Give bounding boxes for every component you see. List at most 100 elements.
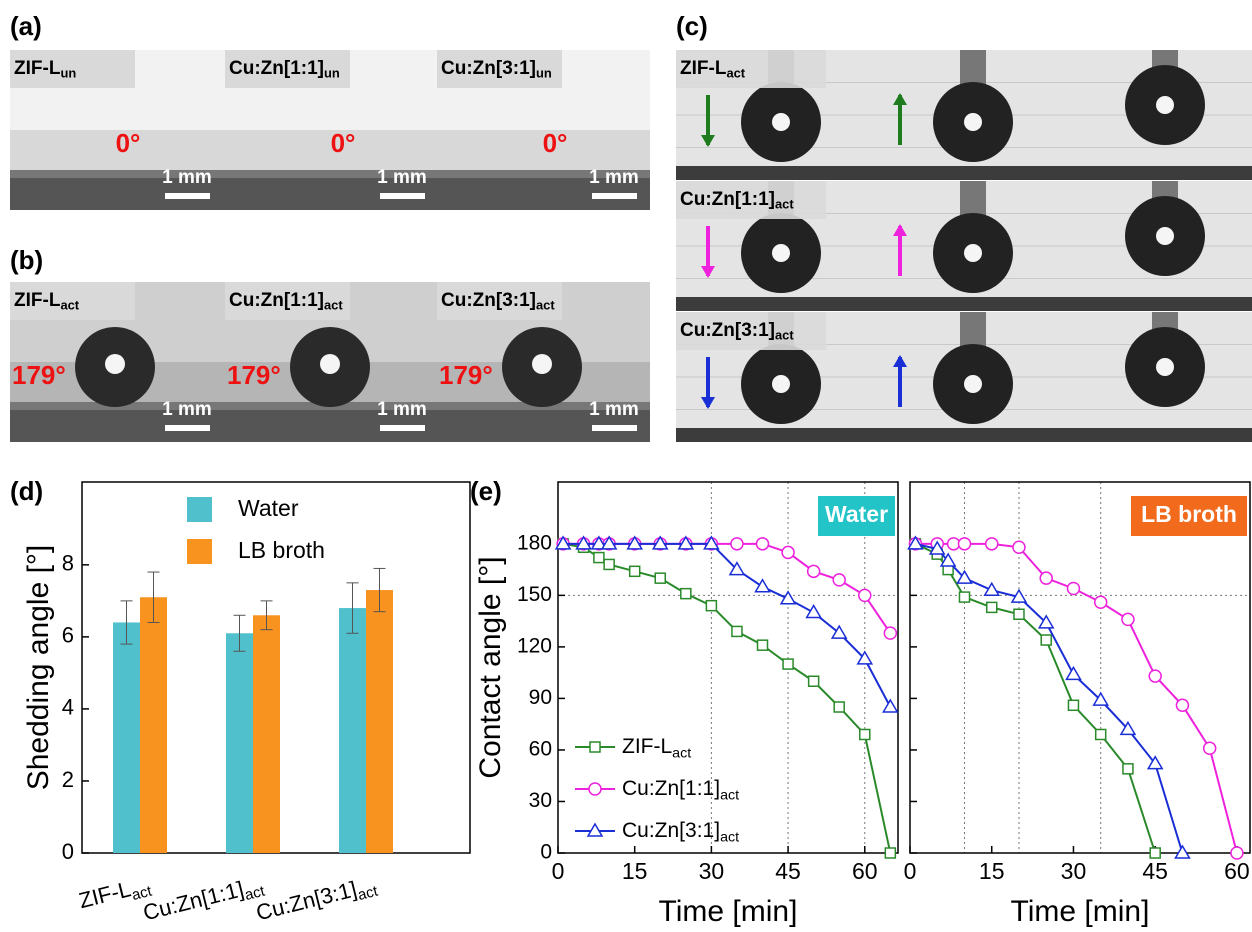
y-tick-label: 30 bbox=[529, 789, 552, 812]
marker bbox=[1065, 665, 1082, 681]
marker bbox=[680, 587, 692, 600]
y-axis-label: Shedding angle [°] bbox=[22, 545, 55, 791]
marker bbox=[1175, 698, 1190, 713]
droplet-glint bbox=[964, 113, 982, 131]
photo-label-base: ZIF-L bbox=[14, 58, 61, 79]
droplet-glint bbox=[105, 354, 125, 374]
substrate bbox=[676, 297, 868, 311]
marker bbox=[1012, 540, 1026, 555]
legend-swatch bbox=[187, 497, 212, 522]
photo-shade bbox=[437, 130, 650, 170]
panel-letter: (d) bbox=[10, 476, 43, 506]
x-tick-label: 60 bbox=[852, 858, 878, 884]
marker bbox=[883, 626, 898, 640]
x-axis-label: Time [min] bbox=[1011, 895, 1150, 928]
substrate-top bbox=[437, 170, 650, 178]
photo-label: Cu:Zn[3:1]act bbox=[441, 290, 555, 313]
marker bbox=[1040, 634, 1052, 646]
line-series bbox=[562, 542, 892, 854]
marker bbox=[781, 545, 795, 560]
marker bbox=[833, 701, 845, 713]
photo-label-base: Cu:Zn[1:1] bbox=[229, 290, 324, 311]
marker bbox=[677, 535, 695, 550]
marker bbox=[957, 537, 972, 551]
legend-label-base: Cu:Zn[3:1] bbox=[622, 819, 720, 842]
marker bbox=[806, 564, 821, 579]
x-axis-label: Time [min] bbox=[659, 895, 798, 928]
photo-label-base: Cu:Zn[3:1] bbox=[441, 58, 536, 79]
marker bbox=[590, 535, 608, 550]
marker bbox=[654, 572, 667, 584]
label-box bbox=[676, 181, 826, 219]
x-tick-label: 0 bbox=[552, 858, 565, 884]
marker bbox=[805, 604, 822, 619]
legend-label: LB broth bbox=[238, 537, 325, 563]
photo-label-sub: act bbox=[60, 298, 79, 313]
marker bbox=[1122, 763, 1134, 775]
y-axis-label: Contact angle [°] bbox=[474, 556, 507, 778]
droplet-glint bbox=[772, 244, 790, 262]
marker bbox=[628, 565, 641, 578]
droplet-glint bbox=[772, 113, 790, 131]
x-tick-label: 15 bbox=[622, 858, 648, 884]
photo-label: Cu:Zn[1:1]act bbox=[229, 290, 343, 313]
substrate bbox=[1060, 297, 1252, 311]
contact-angle: 179° bbox=[439, 360, 493, 390]
droplet-glint bbox=[964, 244, 982, 262]
photo-label: ZIF-Lact bbox=[14, 290, 80, 313]
photo-label-base: ZIF-L bbox=[14, 290, 61, 311]
photo-shade bbox=[10, 130, 225, 170]
photo-label-sub: act bbox=[775, 197, 794, 212]
legend-label: Cu:Zn[1:1]act bbox=[622, 777, 739, 804]
photo-label-base: Cu:Zn[1:1] bbox=[229, 58, 324, 79]
axes-frame bbox=[557, 481, 899, 854]
x-tick-label: 45 bbox=[775, 858, 801, 884]
droplet-glint bbox=[1156, 96, 1174, 114]
x-tick-label-sub: act bbox=[243, 882, 267, 904]
photo-label-sub: act bbox=[775, 328, 794, 343]
marker bbox=[626, 535, 643, 550]
legend-swatch bbox=[187, 539, 212, 564]
scale-label: 1 mm bbox=[162, 167, 212, 188]
substrate bbox=[1060, 166, 1252, 180]
marker bbox=[984, 537, 999, 551]
tag-label: LB broth bbox=[1141, 501, 1237, 527]
marker bbox=[1039, 571, 1053, 585]
legend-label: Cu:Zn[3:1]act bbox=[622, 819, 739, 846]
bar bbox=[226, 633, 253, 853]
axes-frame bbox=[909, 481, 1251, 854]
scale-label: 1 mm bbox=[377, 167, 427, 188]
x-tick-label-base: Cu:Zn[1:1] bbox=[141, 876, 247, 925]
substrate bbox=[676, 166, 868, 180]
x-tick-label: 45 bbox=[1142, 858, 1168, 884]
scale-bar bbox=[380, 425, 425, 431]
marker bbox=[1037, 614, 1055, 629]
droplet-glint bbox=[320, 354, 340, 374]
marker bbox=[1148, 669, 1162, 683]
marker bbox=[1174, 844, 1191, 859]
x-tick-label: Cu:Zn[1:1]act bbox=[141, 871, 268, 929]
legend-label-sub: act bbox=[672, 745, 691, 761]
photo-label: Cu:Zn[3:1]un bbox=[441, 58, 552, 81]
y-tick-label: 0 bbox=[540, 841, 552, 864]
marker bbox=[651, 535, 669, 550]
contact-angle: 0° bbox=[116, 128, 141, 158]
substrate-top bbox=[225, 170, 437, 178]
marker bbox=[807, 675, 820, 687]
x-tick-label: 15 bbox=[979, 858, 1005, 884]
y-tick-label: 150 bbox=[517, 583, 552, 606]
label-box bbox=[225, 50, 350, 88]
bar bbox=[140, 597, 167, 853]
line-series bbox=[915, 542, 1184, 854]
droplet-glint bbox=[1156, 227, 1174, 245]
label-box bbox=[676, 312, 826, 350]
photo-label-sub: un bbox=[536, 66, 552, 81]
x-tick-label: 30 bbox=[699, 858, 725, 884]
marker bbox=[603, 558, 615, 571]
x-tick-label: Cu:Zn[3:1]act bbox=[254, 871, 381, 929]
droplet-glint bbox=[964, 375, 982, 393]
marker bbox=[600, 535, 618, 550]
photo-shade bbox=[225, 130, 437, 170]
photo-label: Cu:Zn[3:1]act bbox=[680, 320, 794, 343]
